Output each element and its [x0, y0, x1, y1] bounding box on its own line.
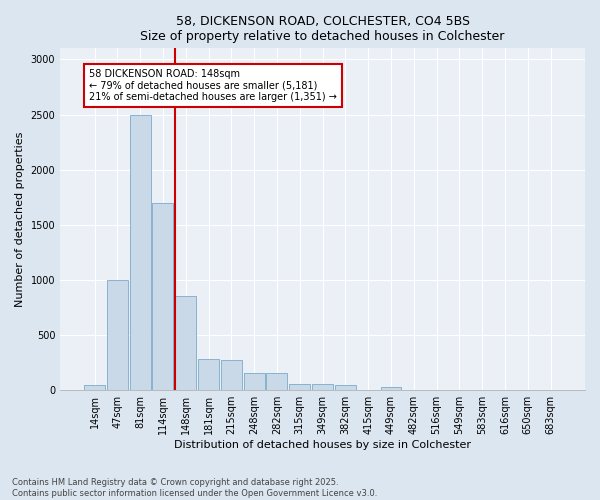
Text: 58 DICKENSON ROAD: 148sqm
← 79% of detached houses are smaller (5,181)
21% of se: 58 DICKENSON ROAD: 148sqm ← 79% of detac… — [89, 69, 337, 102]
Title: 58, DICKENSON ROAD, COLCHESTER, CO4 5BS
Size of property relative to detached ho: 58, DICKENSON ROAD, COLCHESTER, CO4 5BS … — [140, 15, 505, 43]
Bar — [335, 384, 356, 390]
Bar — [289, 384, 310, 390]
Bar — [221, 360, 242, 390]
Y-axis label: Number of detached properties: Number of detached properties — [15, 132, 25, 307]
Bar — [266, 373, 287, 390]
X-axis label: Distribution of detached houses by size in Colchester: Distribution of detached houses by size … — [174, 440, 471, 450]
Bar — [175, 296, 196, 390]
Bar — [312, 384, 333, 390]
Text: Contains HM Land Registry data © Crown copyright and database right 2025.
Contai: Contains HM Land Registry data © Crown c… — [12, 478, 377, 498]
Bar — [198, 360, 219, 390]
Bar — [380, 388, 401, 390]
Bar — [107, 280, 128, 390]
Bar — [244, 373, 265, 390]
Bar — [84, 384, 105, 390]
Bar — [152, 202, 173, 390]
Bar — [130, 114, 151, 390]
